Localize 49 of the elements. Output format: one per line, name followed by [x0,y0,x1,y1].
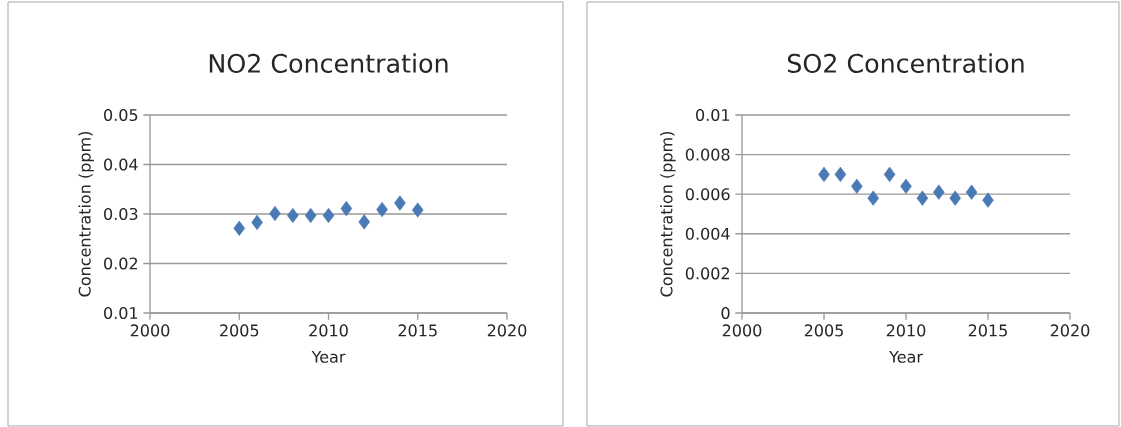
point [818,166,830,182]
point [965,184,978,200]
y-tick-label: 0.01 [696,108,730,122]
x-tick-label: 2005 [220,324,259,337]
point [233,220,246,236]
point [851,178,863,194]
y-tick-label: 0.008 [685,148,730,161]
y-tick-label: 0.006 [685,188,730,201]
x-tick-label: 2020 [1050,324,1090,337]
chart-title: SO2 Concentration [787,53,1024,73]
point [251,214,263,231]
x-tick-label: 2000 [722,324,762,337]
point [982,192,994,208]
point [834,166,847,182]
point [269,205,281,222]
x-tick-label: 2010 [886,324,926,337]
point [322,207,335,224]
point [867,190,879,206]
point [883,166,896,182]
x-tick-label: 2015 [968,324,1007,337]
point [304,207,317,224]
y-tick-label: 0.03 [104,207,138,221]
point [411,202,424,218]
chart-title: NO2 Concentration [209,53,448,73]
y-axis-title: Concentration (ppm) [78,132,94,297]
point [949,190,961,206]
y-tick-label: 0.002 [685,267,730,280]
point [933,184,945,200]
y-tick-label: 0.02 [104,257,138,270]
x-tick-label: 2005 [804,324,843,337]
point [287,207,299,224]
x-tick-label: 2010 [309,324,348,337]
x-axis-title: Year [311,350,346,363]
point [340,200,353,217]
y-tick-label: 0.05 [104,108,138,122]
y-tick-label: 0 [721,306,730,320]
y-axis-title: Concentration (ppm) [660,132,676,297]
x-axis-title: Year [889,350,923,363]
x-tick-label: 2015 [398,324,437,337]
y-tick-label: 0.004 [685,227,730,240]
point [394,195,406,211]
y-tick-label: 0.04 [104,158,138,171]
point [900,178,912,194]
point [916,190,929,206]
y-tick-label: 0.01 [104,306,138,320]
x-tick-label: 2020 [487,324,527,337]
point [376,201,388,218]
point [358,214,370,230]
x-tick-label: 2000 [130,324,170,337]
